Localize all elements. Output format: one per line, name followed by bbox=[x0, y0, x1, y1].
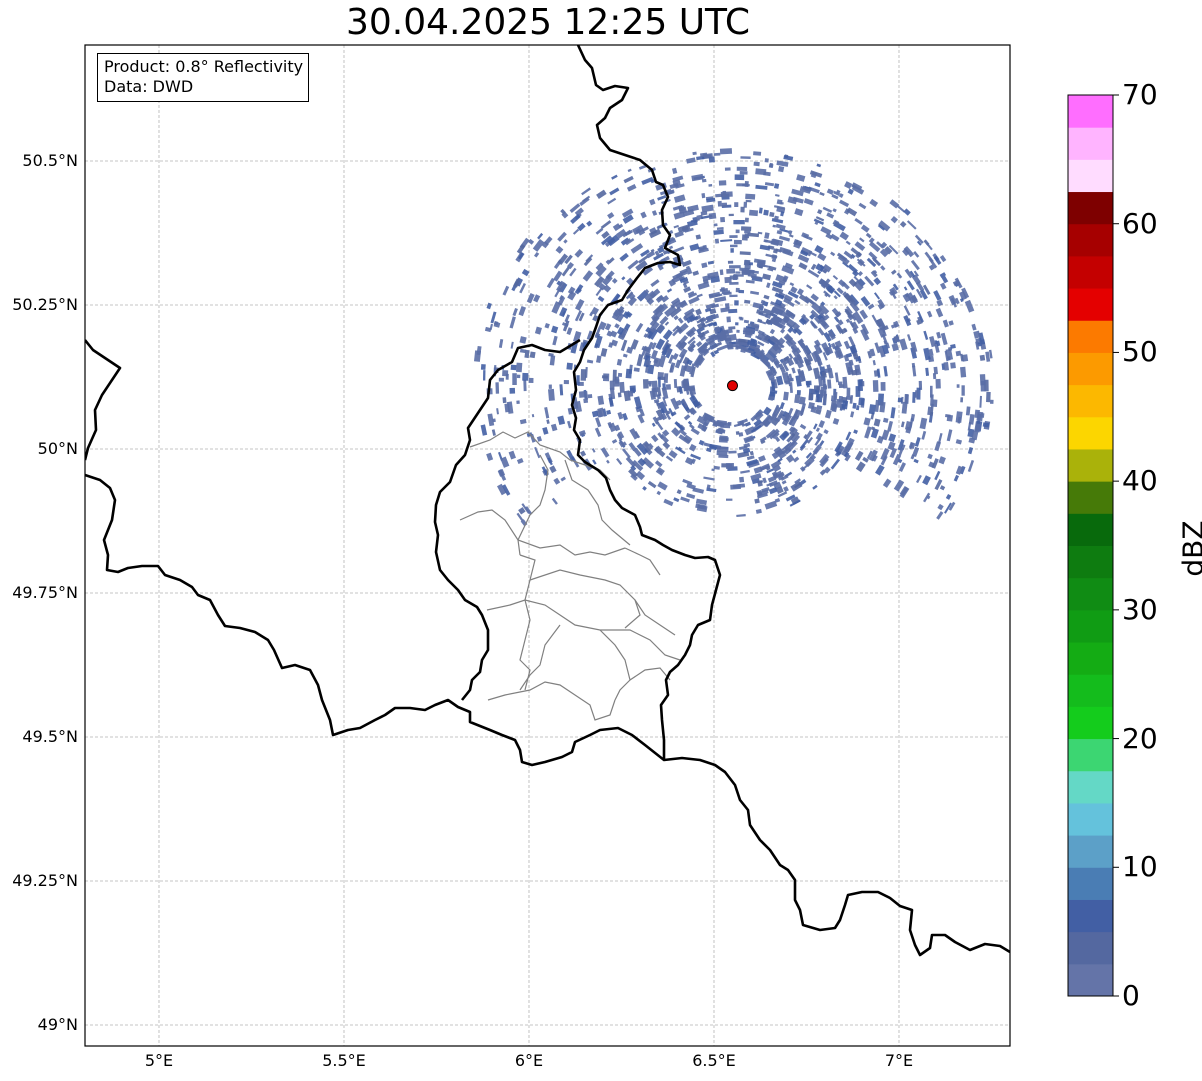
gridlines bbox=[85, 45, 1010, 1046]
colorbar bbox=[1067, 94, 1119, 997]
colorbar-segment bbox=[1068, 481, 1113, 514]
colorbar-segment bbox=[1068, 674, 1113, 707]
lat-tick-label: 50.5°N bbox=[22, 151, 78, 170]
colorbar-segment bbox=[1068, 931, 1113, 965]
colorbar-segment bbox=[1068, 545, 1113, 579]
colorbar-segment bbox=[1068, 609, 1113, 643]
colorbar-segment bbox=[1068, 802, 1113, 836]
lat-tick-label: 49.25°N bbox=[12, 871, 78, 890]
colorbar-tick-label: 20 bbox=[1122, 721, 1158, 755]
colorbar-segment bbox=[1068, 448, 1113, 482]
colorbar-title: dBZ bbox=[1176, 520, 1202, 577]
colorbar-tick-label: 50 bbox=[1122, 335, 1158, 369]
colorbar-segment bbox=[1068, 320, 1113, 353]
colorbar-tick-label: 0 bbox=[1122, 979, 1140, 1012]
colorbar-segment bbox=[1068, 127, 1113, 160]
data-source-label: Data: DWD bbox=[104, 77, 194, 96]
map-title: 30.04.2025 12:25 UTC bbox=[345, 2, 751, 43]
colorbar-tick-label: 60 bbox=[1122, 206, 1158, 240]
colorbar-tick-label: 10 bbox=[1122, 850, 1158, 884]
colorbar-segment bbox=[1068, 770, 1113, 804]
colorbar-segment bbox=[1068, 159, 1113, 193]
colorbar-segment bbox=[1068, 191, 1113, 225]
national-borders bbox=[85, 45, 1010, 957]
colorbar-segment bbox=[1068, 384, 1113, 418]
radar-echoes bbox=[473, 148, 994, 527]
lon-tick-label: 5°E bbox=[144, 1051, 174, 1070]
colorbar-segment bbox=[1068, 577, 1113, 611]
lat-tick-label: 50.25°N bbox=[12, 295, 78, 314]
district-borders bbox=[459, 431, 681, 721]
colorbar-segment bbox=[1068, 963, 1113, 997]
colorbar-tick-label: 30 bbox=[1122, 592, 1158, 626]
colorbar-segment bbox=[1068, 738, 1113, 772]
lat-tick-label: 50°N bbox=[37, 439, 78, 458]
colorbar-segment bbox=[1068, 352, 1113, 386]
colorbar-tick-label: 40 bbox=[1122, 464, 1158, 498]
radar-site-dot bbox=[727, 380, 738, 392]
lon-tick-label: 5.5°E bbox=[322, 1051, 366, 1070]
map-frame bbox=[84, 44, 1011, 1047]
lat-tick-label: 49.5°N bbox=[22, 727, 78, 746]
colorbar-segment bbox=[1068, 706, 1113, 740]
colorbar-segment bbox=[1068, 223, 1113, 257]
colorbar-segment bbox=[1068, 835, 1113, 868]
colorbar-segment bbox=[1068, 255, 1113, 289]
colorbar-segment bbox=[1068, 513, 1113, 546]
colorbar-segment bbox=[1068, 899, 1113, 933]
colorbar-frame bbox=[1067, 94, 1114, 997]
colorbar-segment bbox=[1068, 867, 1113, 900]
info-box: Product: 0.8° Reflectivity Data: DWD bbox=[97, 53, 310, 102]
colorbar-segment bbox=[1068, 642, 1113, 675]
radar-site-marker bbox=[727, 380, 738, 392]
colorbar-segment bbox=[1068, 416, 1113, 450]
lon-tick-label: 6.5°E bbox=[692, 1051, 736, 1070]
lat-tick-label: 49°N bbox=[37, 1015, 78, 1034]
colorbar-segment bbox=[1068, 288, 1113, 321]
lon-tick-label: 6°E bbox=[514, 1051, 544, 1070]
lat-tick-label: 49.75°N bbox=[12, 583, 78, 602]
colorbar-segment bbox=[1068, 95, 1113, 128]
colorbar-tick-label: 70 bbox=[1122, 78, 1158, 111]
lon-tick-label: 7°E bbox=[884, 1051, 914, 1070]
product-label: Product: 0.8° Reflectivity bbox=[104, 57, 304, 76]
